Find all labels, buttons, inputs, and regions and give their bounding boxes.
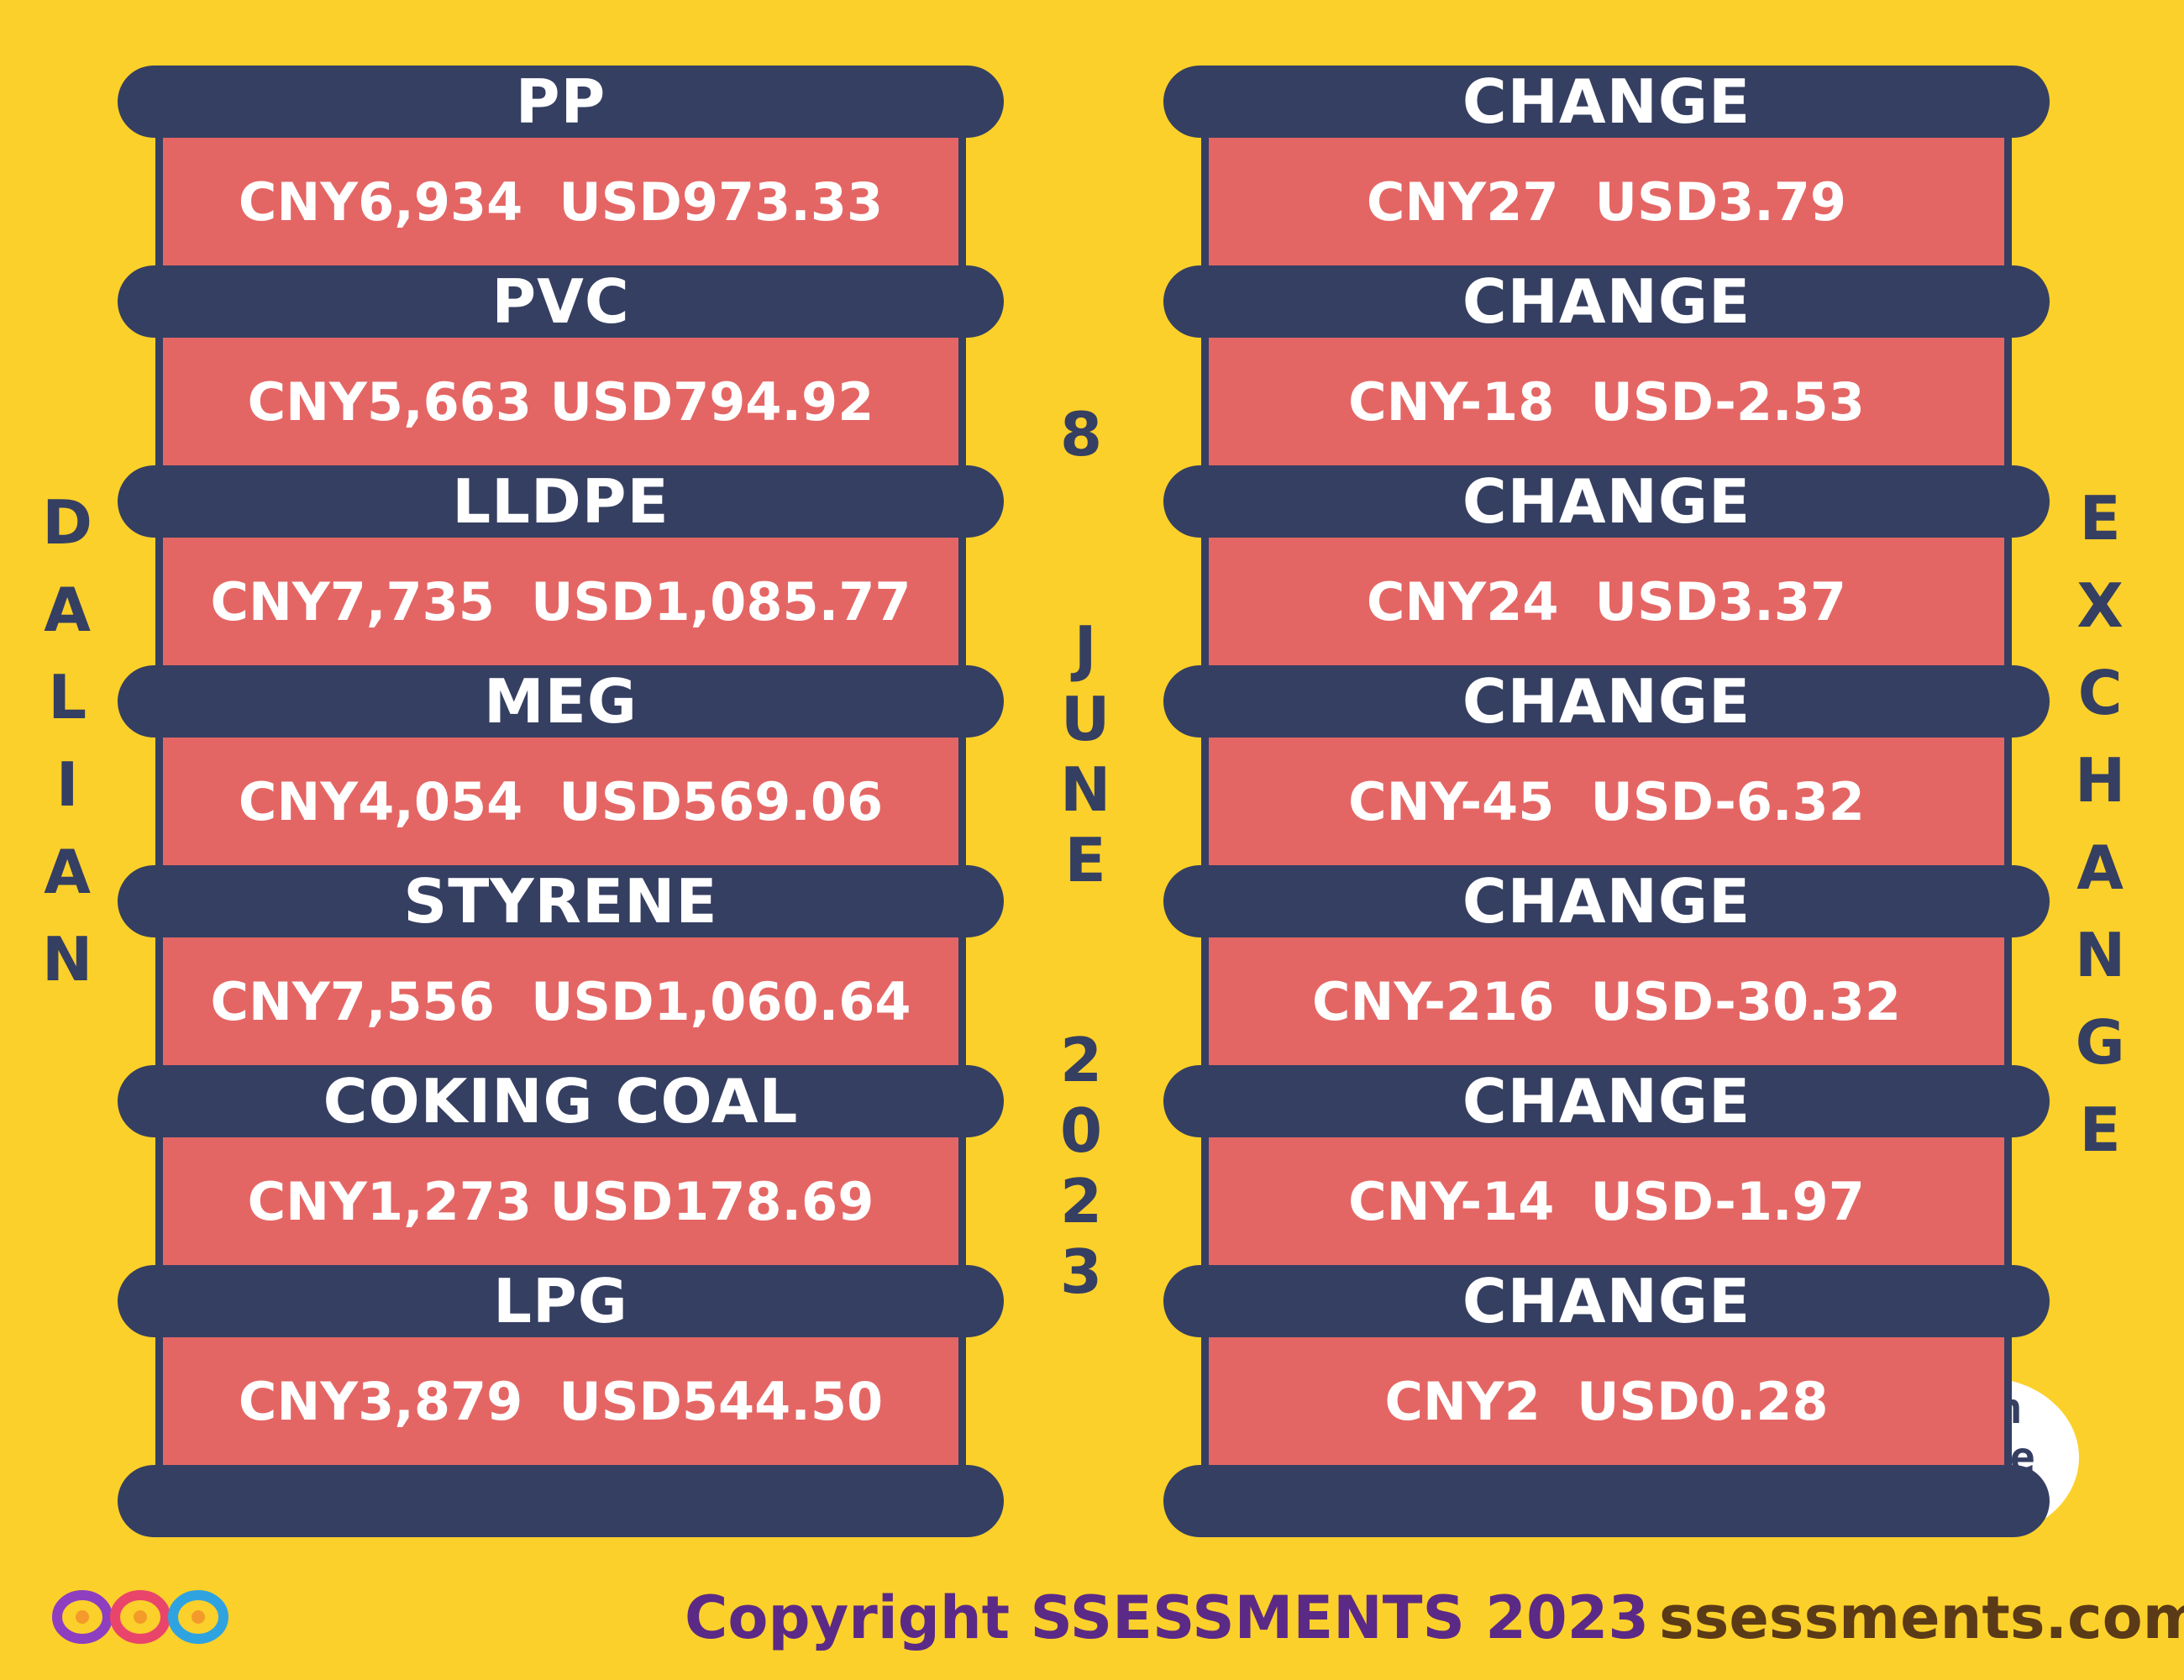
exchange-vertical-title: E X C H A N G E bbox=[2075, 475, 2125, 1173]
date-month: J U N E bbox=[1060, 613, 1110, 895]
change-value: CNY-216 USD-30.32 bbox=[1201, 932, 2012, 1070]
stack-base-band bbox=[1163, 1465, 2050, 1537]
change-row: CHANGE CNY-14 USD-1.97 bbox=[1163, 1065, 2050, 1270]
date-char: E bbox=[1064, 825, 1106, 895]
commodity-price: CNY1,273 USD178.69 bbox=[155, 1132, 966, 1270]
change-column: CHANGE CNY27 USD3.79 CHANGE CNY-18 USD-2… bbox=[1163, 66, 2050, 1537]
change-label: CHANGE bbox=[1163, 465, 2050, 538]
commodity-label: STYRENE bbox=[118, 865, 1004, 937]
title-letter: X bbox=[2076, 570, 2124, 641]
title-letter: H bbox=[2075, 745, 2126, 816]
change-row: CHANGE CNY-216 USD-30.32 bbox=[1163, 865, 2050, 1070]
change-row: CHANGE CNY-45 USD-6.32 bbox=[1163, 665, 2050, 870]
title-letter: E bbox=[2079, 1095, 2121, 1165]
commodity-label: LPG bbox=[118, 1265, 1004, 1337]
date-char: 3 bbox=[1060, 1236, 1103, 1307]
website-link[interactable]: ssessments.com bbox=[1659, 1583, 2184, 1652]
title-letter: A bbox=[44, 837, 91, 907]
title-letter: A bbox=[44, 575, 91, 645]
commodity-label: COKING COAL bbox=[118, 1065, 1004, 1137]
change-value: CNY-45 USD-6.32 bbox=[1201, 732, 2012, 870]
commodity-price: CNY7,556 USD1,060.64 bbox=[155, 932, 966, 1070]
date-char: 0 bbox=[1060, 1095, 1103, 1166]
commodity-row: MEG CNY4,054 USD569.06 bbox=[118, 665, 1004, 870]
title-letter: G bbox=[2075, 1007, 2125, 1078]
commodity-price: CNY5,663 USD794.92 bbox=[155, 333, 966, 470]
change-label: CHANGE bbox=[1163, 1065, 2050, 1137]
commodity-row: LLDPE CNY7,735 USD1,085.77 bbox=[118, 465, 1004, 670]
commodity-price: CNY6,934 USD973.33 bbox=[155, 133, 966, 270]
commodity-label: LLDPE bbox=[118, 465, 1004, 538]
change-label: CHANGE bbox=[1163, 665, 2050, 738]
title-letter: D bbox=[42, 487, 93, 558]
dalian-vertical-title: D A L I A N bbox=[42, 479, 92, 1003]
date-char: 2 bbox=[1060, 1025, 1103, 1095]
commodity-label: MEG bbox=[118, 665, 1004, 738]
commodity-price: CNY4,054 USD569.06 bbox=[155, 732, 966, 870]
date-char: U bbox=[1060, 684, 1110, 754]
dalian-prices-column: PP CNY6,934 USD973.33 PVC CNY5,663 USD79… bbox=[118, 66, 1004, 1537]
title-letter: I bbox=[55, 749, 79, 820]
change-row: CHANGE CNY2 USD0.28 bbox=[1163, 1265, 2050, 1470]
change-label: CHANGE bbox=[1163, 66, 2050, 138]
commodity-label: PVC bbox=[118, 265, 1004, 338]
commodity-row: STYRENE CNY7,556 USD1,060.64 bbox=[118, 865, 1004, 1070]
commodity-label: PP bbox=[118, 66, 1004, 138]
commodity-row: COKING COAL CNY1,273 USD178.69 bbox=[118, 1065, 1004, 1270]
stack-base-band bbox=[118, 1465, 1004, 1537]
commodity-price: CNY3,879 USD544.50 bbox=[155, 1332, 966, 1470]
title-letter: N bbox=[2075, 920, 2126, 990]
date-char: J bbox=[1074, 613, 1097, 684]
commodity-row: PP CNY6,934 USD973.33 bbox=[118, 66, 1004, 270]
title-letter: A bbox=[2076, 832, 2124, 903]
change-value: CNY-18 USD-2.53 bbox=[1201, 333, 2012, 470]
commodity-row: LPG CNY3,879 USD544.50 bbox=[118, 1265, 1004, 1470]
title-letter: E bbox=[2079, 483, 2121, 554]
change-value: CNY24 USD3.37 bbox=[1201, 533, 2012, 670]
change-row: CHANGE CNY27 USD3.79 bbox=[1163, 66, 2050, 270]
title-letter: C bbox=[2077, 658, 2123, 728]
change-label: CHANGE bbox=[1163, 265, 2050, 338]
title-letter: N bbox=[42, 924, 93, 995]
change-label: CHANGE bbox=[1163, 1265, 2050, 1337]
change-value: CNY2 USD0.28 bbox=[1201, 1332, 2012, 1470]
change-label: CHANGE bbox=[1163, 865, 2050, 937]
title-letter: L bbox=[48, 662, 87, 732]
commodity-row: PVC CNY5,663 USD794.92 bbox=[118, 265, 1004, 470]
date-char: 8 bbox=[1060, 399, 1103, 470]
copyright-text: Copyright SSESSMENTS 2023 bbox=[685, 1583, 1650, 1652]
date-year: 2 0 2 3 bbox=[1060, 1025, 1102, 1307]
date-day: 8 bbox=[1060, 391, 1102, 478]
commodity-price: CNY7,735 USD1,085.77 bbox=[155, 533, 966, 670]
change-value: CNY27 USD3.79 bbox=[1201, 133, 2012, 270]
date-char: N bbox=[1060, 754, 1111, 825]
change-row: CHANGE CNY-18 USD-2.53 bbox=[1163, 265, 2050, 470]
change-row: CHANGE CNY24 USD3.37 bbox=[1163, 465, 2050, 670]
change-value: CNY-14 USD-1.97 bbox=[1201, 1132, 2012, 1270]
ssessments-logo-icon bbox=[52, 1590, 228, 1644]
date-char: 2 bbox=[1060, 1166, 1103, 1236]
